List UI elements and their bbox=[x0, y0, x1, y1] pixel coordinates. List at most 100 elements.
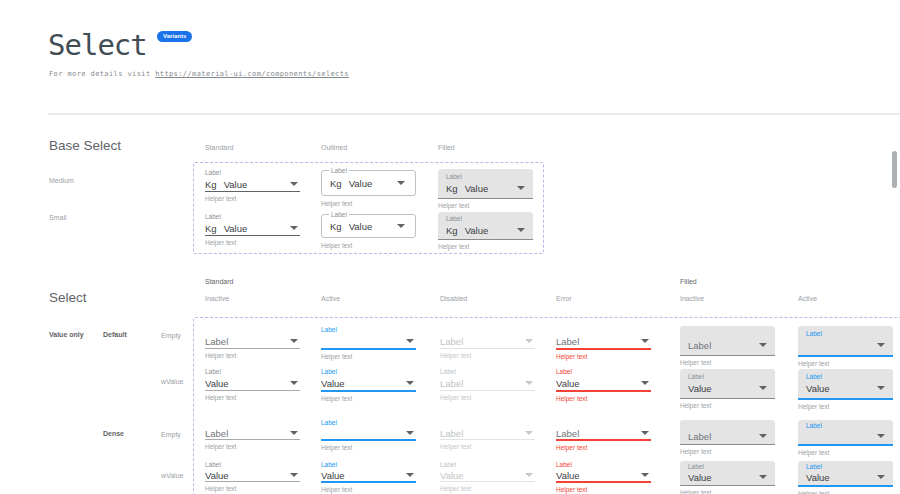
select-control[interactable]: Value bbox=[205, 469, 300, 482]
select-value: Value bbox=[440, 470, 464, 481]
helper-text: Helper text bbox=[556, 395, 651, 402]
select-standard-active-empty: Label Helper text bbox=[321, 325, 416, 360]
dropdown-arrow-icon bbox=[525, 473, 533, 477]
dropdown-arrow-icon bbox=[406, 431, 414, 435]
select-control[interactable]: Value bbox=[556, 376, 651, 392]
helper-text: Helper text bbox=[798, 360, 893, 367]
floating-label: Label bbox=[806, 329, 885, 338]
helper-text: Helper text bbox=[798, 490, 893, 494]
select-control[interactable]: Label bbox=[440, 334, 535, 349]
select-control[interactable]: Label bbox=[556, 334, 651, 350]
select-control[interactable]: Label Value bbox=[798, 461, 893, 487]
select-filled-active-empty: Label Helper text bbox=[798, 326, 893, 367]
helper-text: Helper text bbox=[680, 359, 775, 366]
helper-text: Helper text bbox=[438, 243, 533, 250]
floating-label: Label bbox=[446, 172, 525, 181]
base-standard-medium: Label KgValue Helper text bbox=[205, 168, 300, 202]
floating-label: Label bbox=[688, 372, 767, 381]
helper-text: Helper text bbox=[321, 444, 416, 451]
floating-label: Label bbox=[205, 461, 300, 469]
dropdown-arrow-icon bbox=[290, 473, 298, 477]
select-control[interactable]: Label KgValue bbox=[438, 169, 533, 199]
helper-text: Helper text bbox=[680, 402, 775, 409]
select-control[interactable]: KgValue bbox=[205, 177, 300, 192]
select-control[interactable]: Label KgValue bbox=[438, 212, 533, 240]
select-control[interactable] bbox=[321, 427, 416, 441]
dropdown-arrow-icon bbox=[290, 226, 298, 230]
select-control[interactable]: Label Value bbox=[798, 369, 893, 400]
variants-badge: Variants bbox=[157, 31, 192, 42]
spacer bbox=[688, 329, 767, 338]
base-filled-medium: Label KgValue Helper text bbox=[438, 169, 533, 209]
select-control[interactable]: Label bbox=[440, 427, 535, 440]
base-filled-small: Label KgValue Helper text bbox=[438, 212, 533, 250]
dropdown-arrow-icon bbox=[525, 381, 533, 385]
dropdown-arrow-icon bbox=[759, 434, 767, 438]
select-value: Label bbox=[440, 378, 463, 389]
select-control[interactable]: Label bbox=[440, 376, 535, 391]
page: Select Variants For more details visit h… bbox=[0, 0, 900, 494]
colhead-error: Error bbox=[556, 295, 572, 302]
helper-text: Helper text bbox=[798, 403, 893, 410]
select-placeholder: Label bbox=[205, 336, 228, 347]
select-control[interactable]: Value bbox=[205, 376, 300, 391]
select-control[interactable]: Label bbox=[205, 334, 300, 349]
select-control[interactable]: Label Value bbox=[680, 461, 775, 486]
select-control[interactable]: Label bbox=[680, 326, 775, 356]
select-control[interactable]: KgValue bbox=[205, 221, 300, 236]
docs-link[interactable]: https://material-ui.com/components/selec… bbox=[155, 70, 349, 78]
helper-text: Helper text bbox=[205, 485, 300, 492]
helper-text: Helper text bbox=[440, 443, 535, 450]
spacer bbox=[205, 325, 300, 334]
select-dense-standard-disabled-wvalue: Label Value Helper text bbox=[440, 461, 535, 492]
select-value: Value bbox=[688, 383, 712, 394]
helper-text: Helper text bbox=[205, 394, 300, 401]
helper-text: Helper text bbox=[798, 449, 893, 456]
colhead-outlined: Outlined bbox=[321, 144, 347, 151]
base-outlined-medium: Label KgValue Helper text bbox=[321, 170, 416, 207]
helper-text: Helper text bbox=[440, 352, 535, 359]
select-control[interactable]: Label KgValue bbox=[321, 214, 416, 238]
select-standard-error-wvalue: Label Value Helper text bbox=[556, 367, 651, 402]
select-filled-inactive-wvalue: Label Value Helper text bbox=[680, 369, 775, 409]
floating-label: Label bbox=[205, 168, 300, 177]
helper-text: Helper text bbox=[321, 242, 416, 249]
select-standard-inactive-wvalue: Label Value Helper text bbox=[205, 367, 300, 401]
helper-text: Helper text bbox=[321, 353, 416, 360]
select-control[interactable]: Label bbox=[205, 427, 300, 440]
select-control[interactable]: Value bbox=[556, 469, 651, 483]
dropdown-arrow-icon bbox=[406, 381, 414, 385]
helper-text: Helper text bbox=[205, 443, 300, 450]
select-placeholder: Label bbox=[556, 428, 579, 439]
dropdown-arrow-icon bbox=[877, 386, 885, 390]
select-control[interactable]: Label bbox=[798, 326, 893, 357]
helper-text: Helper text bbox=[321, 395, 416, 402]
page-title: Select bbox=[48, 28, 147, 62]
select-control[interactable]: Value bbox=[321, 469, 416, 483]
select-control[interactable] bbox=[321, 334, 416, 350]
select-control[interactable]: Label Value bbox=[680, 369, 775, 399]
floating-label: Label bbox=[556, 461, 651, 469]
select-dense-standard-inactive-empty: Label Helper text bbox=[205, 419, 300, 450]
base-outlined-small: Label KgValue Helper text bbox=[321, 214, 416, 249]
dropdown-arrow-icon bbox=[759, 343, 767, 347]
select-filled-active-wvalue: Label Value Helper text bbox=[798, 369, 893, 410]
select-control[interactable]: Label bbox=[798, 420, 893, 446]
rowlab-value-only: Value only bbox=[49, 331, 84, 338]
colhead-filled-active: Active bbox=[798, 295, 817, 302]
section-divider bbox=[48, 113, 900, 115]
select-placeholder: Label bbox=[205, 428, 228, 439]
select-control[interactable]: Value bbox=[321, 376, 416, 392]
grouphead-filled: Filled bbox=[680, 278, 697, 285]
select-control[interactable]: Label bbox=[680, 420, 775, 445]
select-placeholder: Label bbox=[440, 428, 463, 439]
spacer bbox=[688, 422, 767, 430]
select-control[interactable]: Value bbox=[440, 469, 535, 482]
scrollbar-thumb[interactable] bbox=[892, 151, 897, 188]
floating-label: Label bbox=[806, 372, 885, 381]
floating-label: Label bbox=[329, 211, 349, 219]
dropdown-arrow-icon bbox=[290, 381, 298, 385]
select-control[interactable]: Label KgValue bbox=[321, 170, 416, 196]
select-control[interactable]: Label bbox=[556, 427, 651, 441]
base-select-heading: Base Select bbox=[49, 138, 121, 153]
